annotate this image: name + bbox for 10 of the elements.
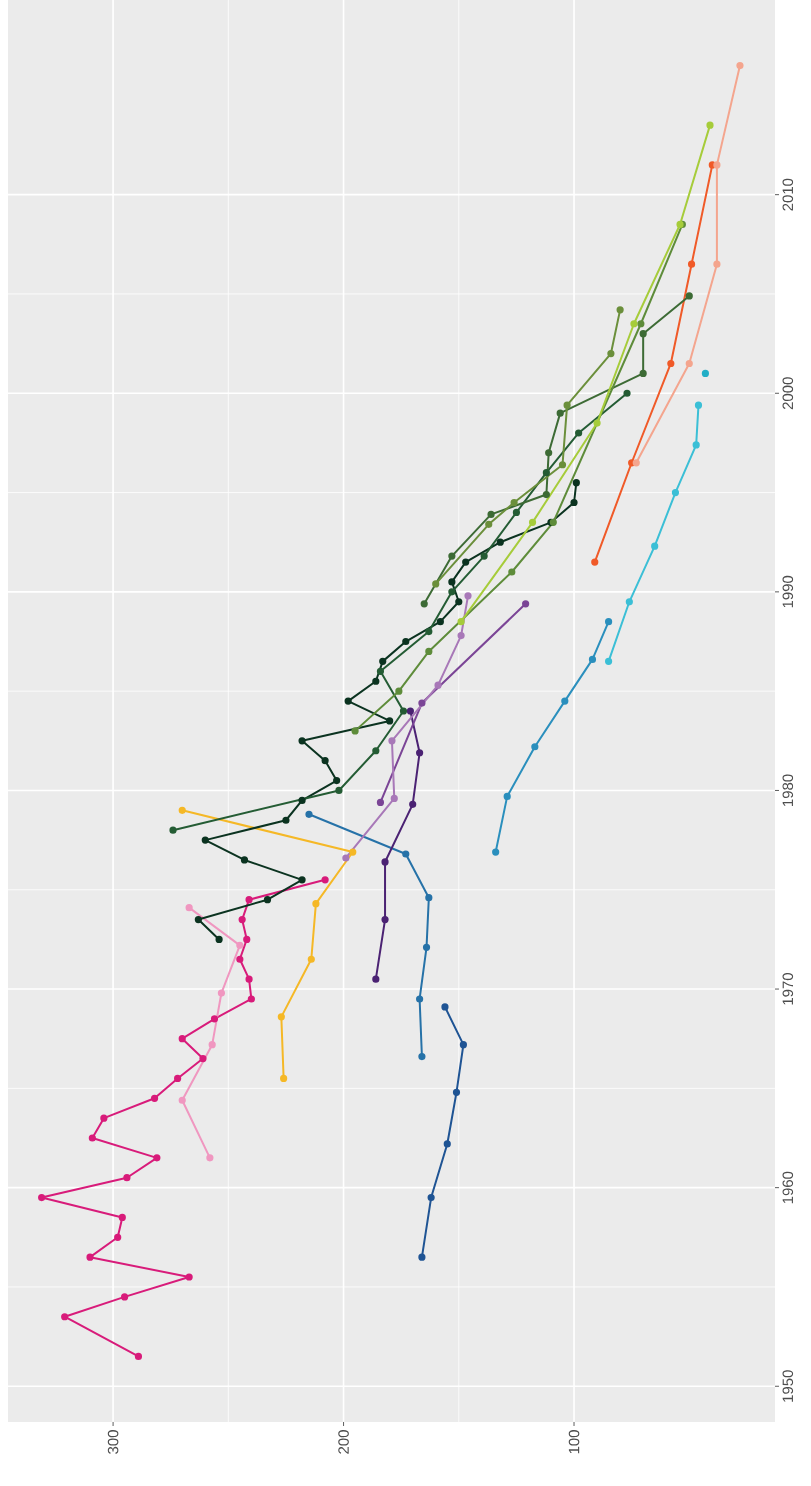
y-tick-label: 1970 xyxy=(782,973,794,1005)
y-tick-label: 1980 xyxy=(782,774,794,806)
y-tick-label: 2010 xyxy=(782,178,794,211)
x-tick-label: 300 xyxy=(107,1430,119,1454)
y-tick-label: 1960 xyxy=(782,1171,794,1204)
y-tick-label: 2000 xyxy=(782,377,794,410)
y-tick-label: 1990 xyxy=(782,575,794,608)
x-tick-label: 100 xyxy=(568,1430,580,1454)
y-tick-label: 1950 xyxy=(782,1370,794,1402)
x-tick-label: 200 xyxy=(338,1430,349,1454)
